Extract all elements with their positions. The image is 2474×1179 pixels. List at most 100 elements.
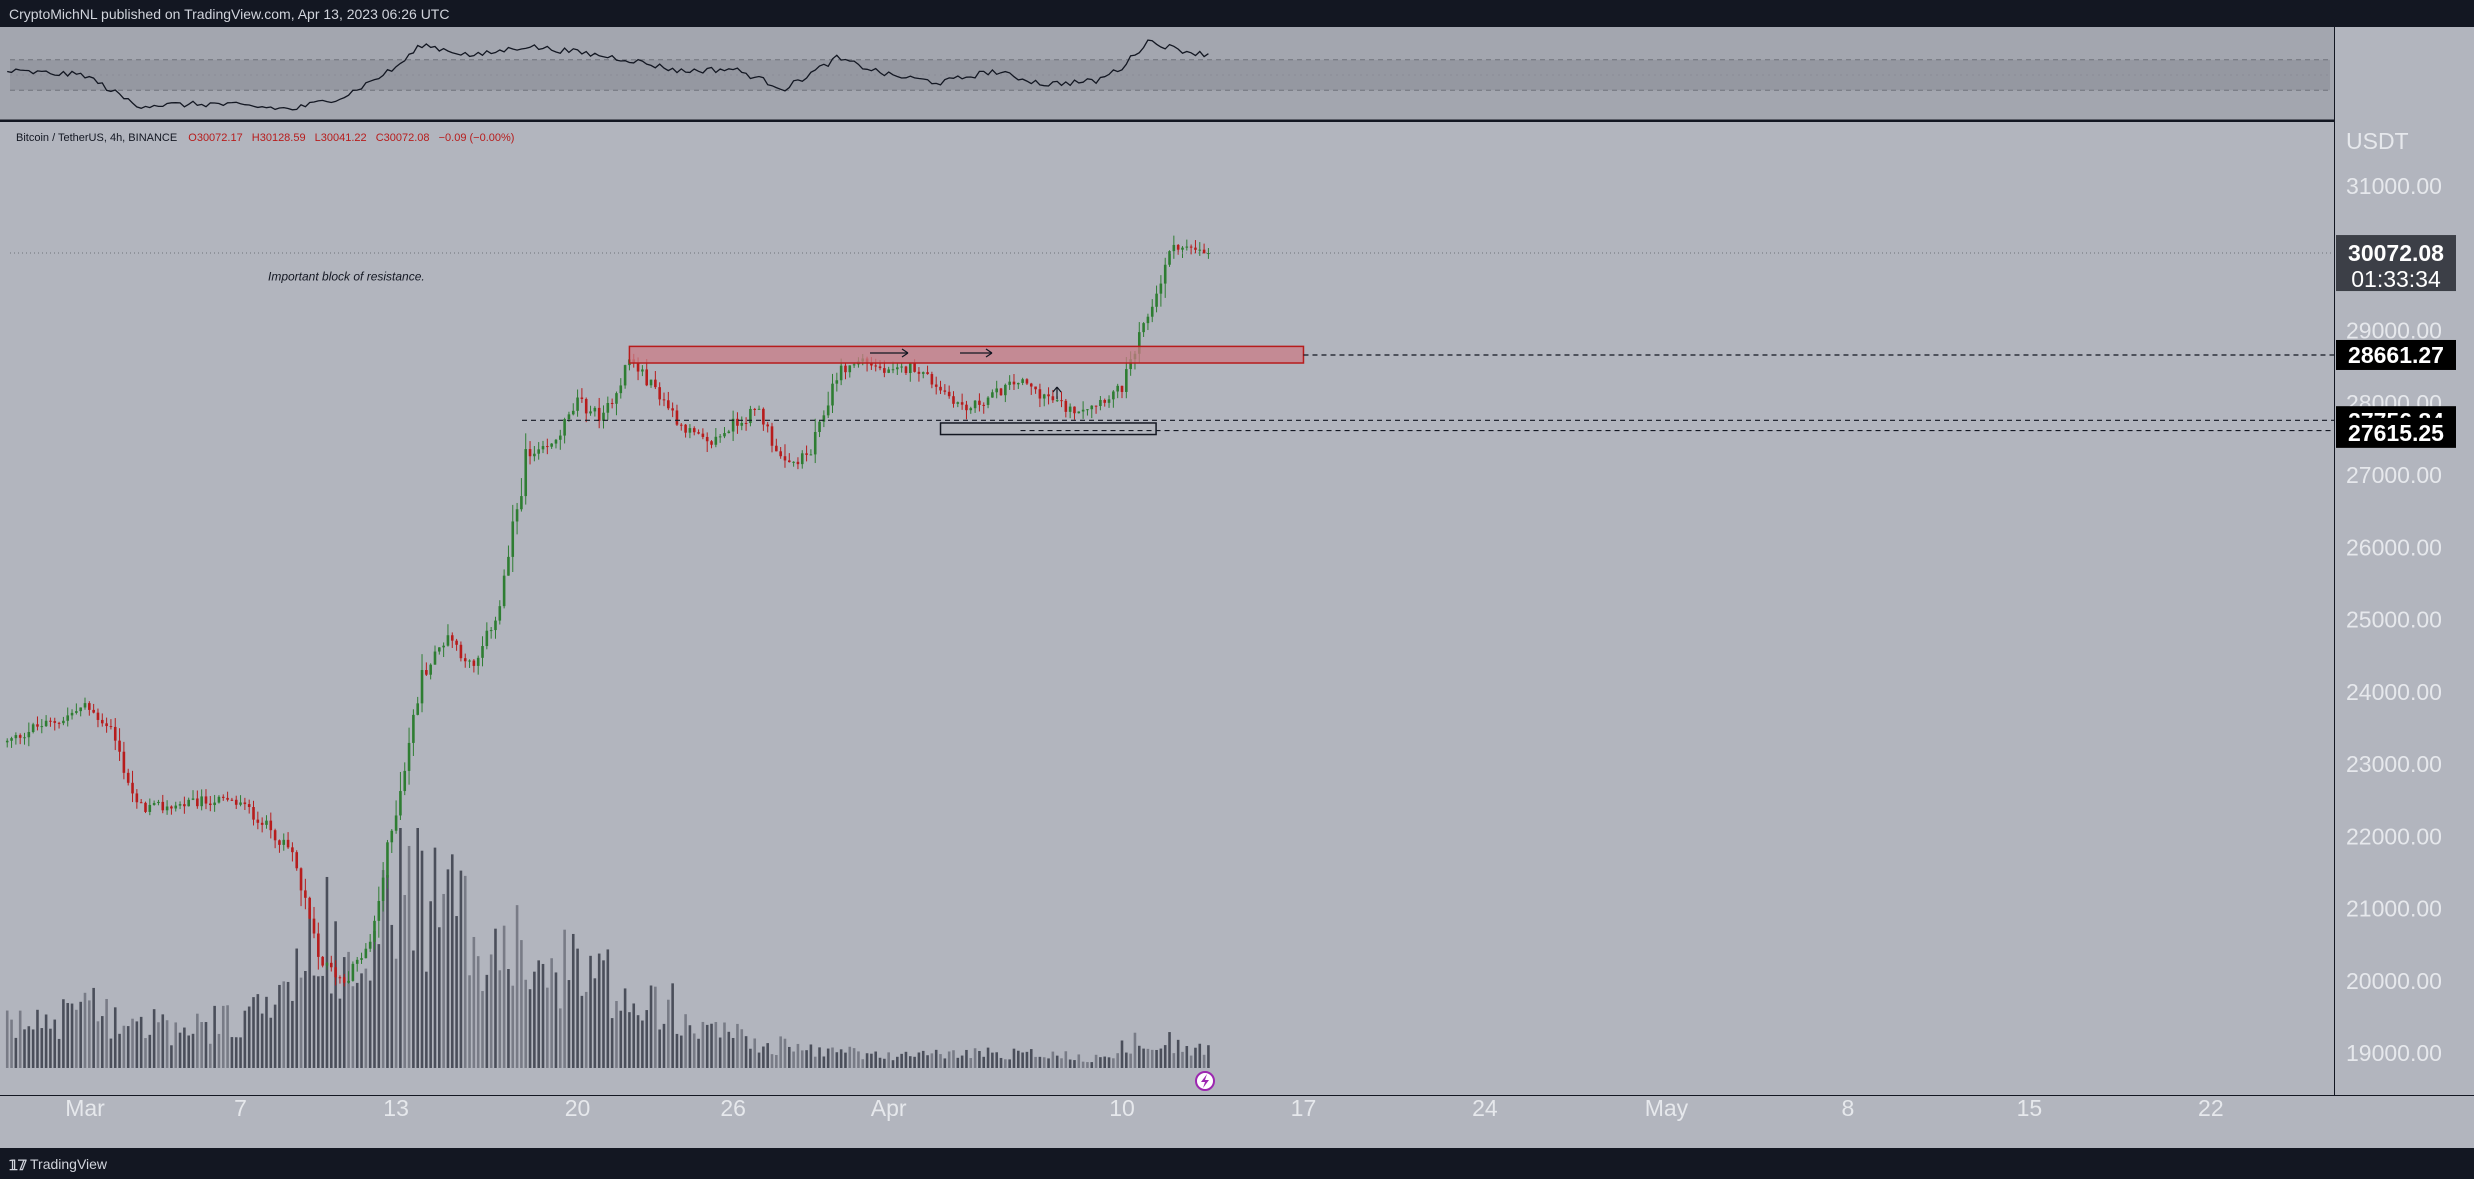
- volume-bar: [304, 970, 307, 1068]
- volume-bar: [239, 1037, 242, 1068]
- candle: [18, 733, 22, 745]
- volume-bar: [533, 971, 536, 1068]
- candle: [1146, 313, 1150, 331]
- volume-bar: [269, 1017, 273, 1068]
- chart-canvas[interactable]: Important block of resistance. USDT 3100…: [0, 27, 2474, 1148]
- candle: [1207, 248, 1210, 259]
- candle: [1012, 374, 1016, 390]
- volume-bar: [1042, 1057, 1046, 1068]
- candle: [325, 961, 329, 970]
- candle: [368, 934, 372, 952]
- volume-bar: [805, 1050, 808, 1068]
- candle: [770, 422, 774, 453]
- publisher-header: CryptoMichNL published on TradingView.co…: [0, 0, 2474, 27]
- candle: [347, 971, 350, 984]
- volume-bar: [658, 1029, 661, 1068]
- volume-bar: [947, 1051, 951, 1068]
- candle: [615, 391, 618, 416]
- candle: [476, 655, 480, 675]
- volume-bar: [921, 1050, 925, 1068]
- price-axis[interactable]: [2334, 27, 2474, 1095]
- candle: [407, 727, 411, 785]
- candle: [714, 428, 718, 448]
- volume-bar: [386, 875, 389, 1068]
- volume-bar: [896, 1056, 899, 1068]
- volume-bar: [342, 957, 346, 1068]
- candle: [1029, 382, 1033, 395]
- candle: [835, 372, 839, 392]
- candle: [468, 659, 471, 668]
- candle: [308, 896, 311, 920]
- price-axis-unit: USDT: [2346, 128, 2409, 154]
- volume-bar: [952, 1050, 955, 1068]
- volume-bar: [472, 936, 476, 1068]
- volume-bar: [355, 982, 359, 1068]
- candle: [442, 642, 445, 658]
- support-box[interactable]: [939, 422, 1157, 436]
- volume-bar: [321, 975, 324, 1068]
- volume-bar: [563, 929, 566, 1068]
- candle: [226, 791, 229, 802]
- candle: [170, 805, 173, 815]
- candle: [831, 373, 834, 414]
- last-price-badge: [2336, 235, 2456, 292]
- price-line-badge: [2336, 417, 2456, 448]
- candle: [66, 707, 70, 727]
- candle: [822, 410, 826, 428]
- last-price-text: 30072.08: [2348, 240, 2444, 266]
- volume-bar: [1077, 1054, 1081, 1068]
- volume-bar: [295, 948, 299, 1068]
- volume-bar: [377, 944, 381, 1068]
- volume-bar: [870, 1053, 873, 1068]
- candle: [438, 647, 441, 655]
- candle: [679, 422, 683, 431]
- volume-bar: [1055, 1055, 1059, 1068]
- candle: [1068, 403, 1072, 419]
- volume-bar: [489, 954, 493, 1068]
- volume-bar: [1094, 1054, 1098, 1068]
- candle: [394, 800, 398, 834]
- volume-bar: [152, 1009, 156, 1068]
- candle: [144, 801, 147, 814]
- volume-bar: [139, 1016, 143, 1068]
- volume-bar: [826, 1048, 830, 1068]
- candle: [57, 721, 61, 729]
- volume-bar: [390, 924, 394, 1068]
- volume-bar: [144, 1038, 147, 1068]
- candle: [973, 400, 977, 413]
- candle: [779, 447, 782, 459]
- volume-bar: [528, 989, 532, 1068]
- volume-bar: [221, 1005, 225, 1068]
- volume-bar: [887, 1052, 890, 1068]
- candle: [800, 450, 804, 469]
- candle: [1125, 356, 1128, 399]
- candle: [178, 801, 182, 810]
- candle: [597, 397, 601, 429]
- lightning-icon[interactable]: [1195, 1071, 1215, 1091]
- time-axis[interactable]: [0, 1095, 2474, 1148]
- volume-bar: [749, 1048, 752, 1068]
- resistance-zone[interactable]: [628, 345, 1305, 364]
- price-tick-label: 31000.00: [2346, 173, 2442, 199]
- annotation-text[interactable]: Important block of resistance.: [268, 269, 425, 283]
- candle: [351, 961, 355, 982]
- volume-bar: [1137, 1045, 1141, 1068]
- candle: [524, 433, 528, 505]
- candle: [412, 709, 415, 756]
- candle: [243, 797, 247, 810]
- volume-bar: [1090, 1062, 1094, 1068]
- candle: [558, 429, 562, 450]
- candle: [105, 717, 108, 733]
- candle: [239, 795, 242, 807]
- volume-bar: [1004, 1059, 1007, 1068]
- volume-bar: [308, 907, 311, 1068]
- volume-bar: [956, 1057, 960, 1068]
- candle: [75, 703, 78, 715]
- volume-bar: [109, 1038, 113, 1068]
- candle: [593, 406, 597, 417]
- volume-bar: [148, 1034, 152, 1068]
- volume-bar: [88, 1000, 91, 1068]
- volume-bar: [196, 1013, 199, 1068]
- volume-bar: [1125, 1052, 1128, 1068]
- candle: [736, 412, 739, 434]
